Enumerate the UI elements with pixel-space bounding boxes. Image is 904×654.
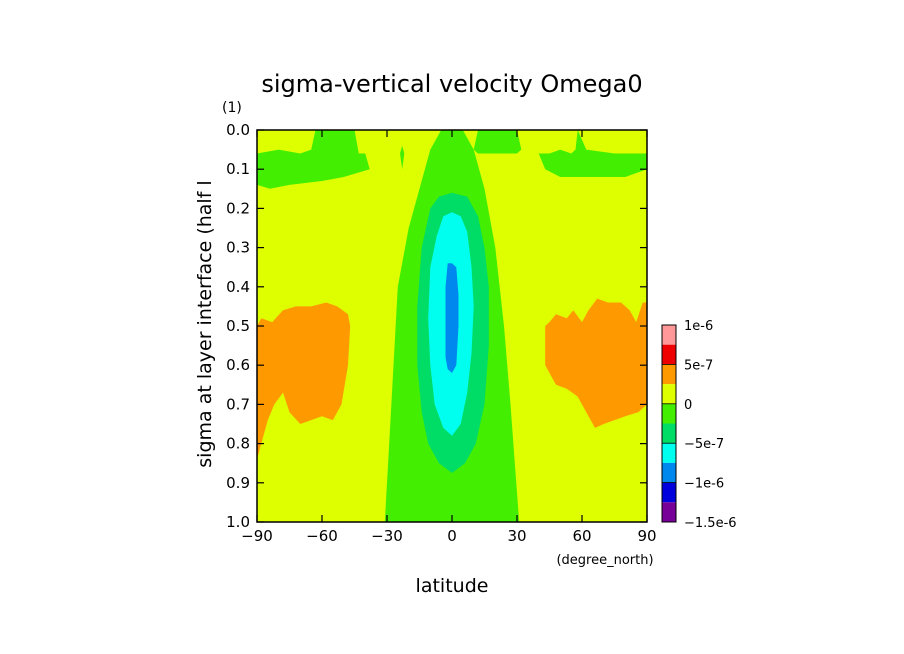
x-tick-label: 90 bbox=[637, 527, 656, 545]
x-axis-units: (degree_north) bbox=[556, 553, 653, 568]
colorbar-bin bbox=[662, 364, 676, 385]
colorbar-label: 0 bbox=[684, 398, 692, 413]
contour-green-blob-left bbox=[400, 145, 405, 170]
y-tick-label: 0.0 bbox=[226, 121, 250, 139]
colorbar-bin bbox=[662, 502, 676, 522]
x-tick-label: 60 bbox=[572, 527, 591, 545]
x-tick-label: 30 bbox=[507, 527, 526, 545]
y-tick-label: 1.0 bbox=[226, 513, 250, 531]
contour-high-latitude-green-left bbox=[257, 130, 370, 189]
plot-area bbox=[256, 129, 648, 523]
colorbar: 1e-6 5e-7 0 −5e-7 −1e-6 −1.5e-6 bbox=[661, 319, 737, 531]
colorbar-label: −5e-7 bbox=[684, 437, 724, 452]
x-axis-label: latitude bbox=[416, 575, 489, 597]
y-axis-units: (1) bbox=[222, 100, 242, 116]
colorbar-label: −1.5e-6 bbox=[684, 516, 737, 531]
colorbar-label: 5e-7 bbox=[684, 358, 713, 373]
colorbar-bin bbox=[662, 423, 676, 444]
colorbar-bin bbox=[662, 384, 676, 404]
contour-regions bbox=[257, 130, 647, 522]
colorbar-bin bbox=[662, 344, 676, 365]
colorbar-bin bbox=[662, 462, 676, 483]
x-tick-label: 0 bbox=[447, 527, 457, 545]
y-tick-label: 0.1 bbox=[226, 160, 250, 178]
colorbar-label: 1e-6 bbox=[684, 319, 713, 334]
y-tick-label: 0.7 bbox=[226, 395, 250, 413]
colorbar-label: −1e-6 bbox=[684, 477, 724, 492]
y-tick-label: 0.6 bbox=[226, 356, 250, 374]
y-axis-label: sigma at layer interface (half l bbox=[194, 180, 216, 467]
y-tick-label: 0.3 bbox=[226, 239, 250, 257]
x-tick-label: −60 bbox=[306, 527, 338, 545]
y-tick-label: 0.9 bbox=[226, 474, 250, 492]
colorbar-bin bbox=[662, 482, 676, 503]
contour-green-blob-right bbox=[473, 130, 522, 154]
y-tick-label: 0.8 bbox=[226, 435, 250, 453]
contour-high-latitude-green-right bbox=[538, 130, 647, 177]
y-tick-label: 0.4 bbox=[226, 278, 250, 296]
colorbar-bin bbox=[662, 403, 676, 424]
chart-title: sigma-vertical velocity Omega0 bbox=[261, 70, 642, 98]
y-tick-label: 0.5 bbox=[226, 317, 250, 335]
contour-descent-orange-right bbox=[545, 298, 647, 428]
y-axis: 0.0 0.1 0.2 0.3 0.4 0.5 0.6 0.7 0.8 0.9 1.0 bbox=[226, 121, 647, 531]
x-axis: −90 −60 −30 0 30 60 90 bbox=[241, 130, 657, 545]
colorbar-bin bbox=[662, 325, 676, 345]
colorbar-bin bbox=[662, 443, 676, 463]
x-tick-label: −90 bbox=[241, 527, 273, 545]
x-tick-label: −30 bbox=[371, 527, 403, 545]
contour-peak-ascent-blue bbox=[445, 263, 459, 373]
y-tick-label: 0.2 bbox=[226, 199, 250, 217]
contour-descent-orange-left bbox=[257, 302, 351, 460]
